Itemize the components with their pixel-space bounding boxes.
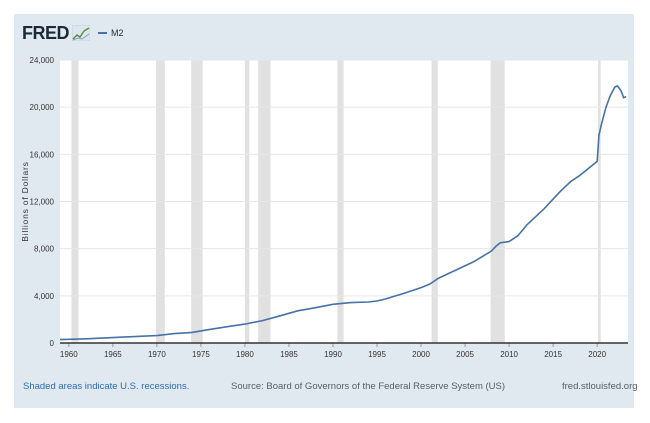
y-tick-label: 12,000: [30, 198, 55, 207]
recession-note-link[interactable]: Shaded areas indicate U.S. recessions.: [23, 381, 190, 392]
source-note: Source: Board of Governors of the Federa…: [231, 381, 506, 392]
series-line-m2: [59, 85, 627, 341]
y-tick-label: 8,000: [34, 245, 55, 254]
x-tick-label: 2015: [544, 350, 562, 359]
x-tick-label: 1975: [192, 350, 210, 359]
x-tick-label: 2020: [588, 350, 606, 359]
x-tick-label: 1990: [324, 350, 342, 359]
x-tick-label: 1960: [60, 350, 78, 359]
x-tick-label: 2000: [412, 350, 430, 359]
y-tick-label: 24,000: [30, 56, 55, 65]
y-tick-label: 4,000: [34, 292, 55, 301]
series-layer: [59, 85, 627, 341]
y-tick-label: 16,000: [30, 150, 55, 159]
chart-frame: FRED M2 0 4,000 8,000 12,000 16,000 20,000 24,…: [14, 14, 638, 408]
y-tick-label: 20,000: [30, 103, 55, 112]
x-tick-label: 2005: [456, 350, 474, 359]
y-axis-title: Billions of Dollars: [20, 161, 30, 241]
legend-swatch: [98, 32, 107, 34]
site-link[interactable]: fred.stlouisfed.org: [562, 381, 638, 392]
chart-svg: 0 4,000 8,000 12,000 16,000 20,000 24,000 1960 1…: [20, 56, 628, 359]
chart-header: FRED M2: [22, 22, 124, 44]
fred-logo[interactable]: FRED: [22, 22, 70, 43]
y-tick-label: 0: [50, 339, 55, 348]
x-tick-label: 1985: [280, 350, 298, 359]
x-tick-label: 1995: [368, 350, 386, 359]
fred-logo-graph-icon: [72, 25, 90, 41]
x-tick-label: 1980: [236, 350, 254, 359]
legend-label: M2: [111, 28, 124, 38]
axes: 0 4,000 8,000 12,000 16,000 20,000 24,000 1960 1…: [30, 56, 628, 359]
chart-legend[interactable]: M2: [98, 28, 124, 38]
x-tick-label: 1970: [148, 350, 166, 359]
x-tick-label: 1965: [104, 350, 122, 359]
x-tick-label: 2010: [500, 350, 518, 359]
